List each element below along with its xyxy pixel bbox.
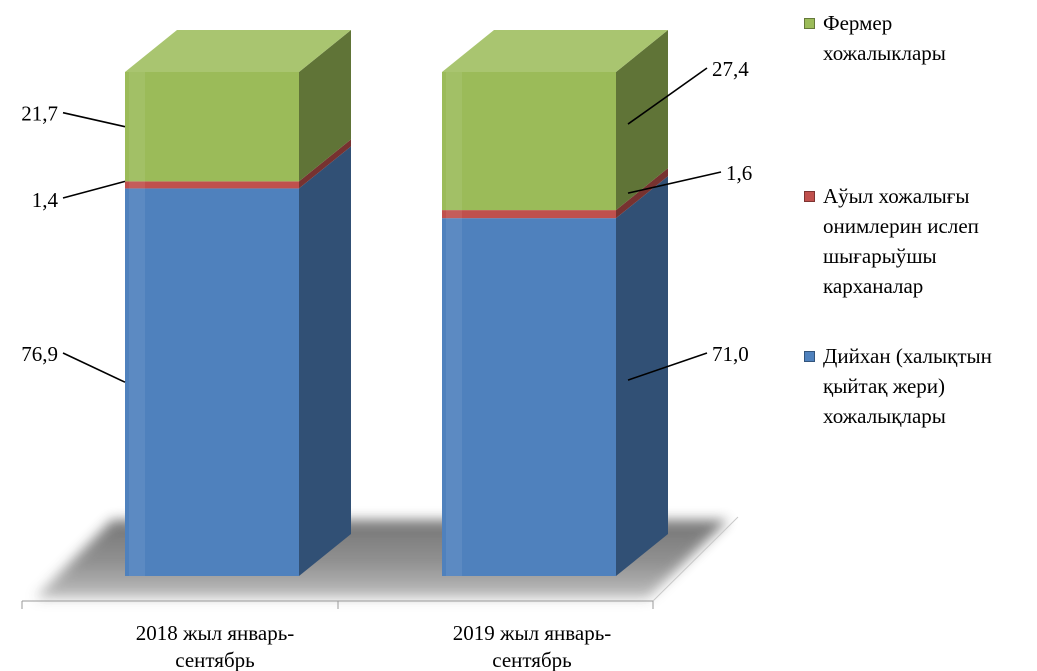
leader-line-2-1 xyxy=(627,352,708,381)
data-labels: 76,9 71,0 1,4 1,6 21,7 27,4 xyxy=(21,57,752,366)
leader-lines xyxy=(62,67,722,383)
bar-1-series-2 xyxy=(125,139,351,189)
legend-item-1: Дийхан (халықтын қыйтақ жери) хожалықлары xyxy=(801,341,1033,431)
category-label-1-line-2: сентябрь xyxy=(175,648,254,671)
bar-2-series-3 xyxy=(442,30,668,211)
category-label-2-line-1: 2019 жыл январь- xyxy=(453,621,612,645)
bar-1-series-1-side xyxy=(299,146,351,576)
bar-2-series-3-front xyxy=(442,72,616,211)
bar-1-series-1-highlight xyxy=(129,188,145,576)
bar-2-series-2-front xyxy=(442,210,616,219)
bar-2-series-3-top xyxy=(442,30,668,72)
data-label-1-2: 1,4 xyxy=(32,188,59,212)
bar-2-series-3-side xyxy=(616,30,668,211)
x-axis xyxy=(21,600,654,609)
legend-item-2: Аўыл хожалығы онимлерин ислеп шығарыўшы кар… xyxy=(801,181,1033,301)
legend-swatch-2 xyxy=(804,191,815,202)
bar-1-series-2-front xyxy=(125,181,299,189)
legend-swatch-1 xyxy=(804,351,815,362)
category-labels: 2018 жыл январь-сентябрь 2019 жыл январь-… xyxy=(136,621,612,671)
bar-2-series-2-highlight xyxy=(446,210,462,219)
legend-item-3: Фермер хожалыклары xyxy=(801,8,1033,68)
leader-line-1-1 xyxy=(62,352,126,383)
category-label-2-line-2: сентябрь xyxy=(492,648,571,671)
bar-1-series-3 xyxy=(125,30,351,182)
bar-1-series-3-front xyxy=(125,72,299,182)
category-label-1-line-1: 2018 жыл январь- xyxy=(136,621,295,645)
bar-2-series-1 xyxy=(442,176,668,576)
data-label-2-1: 71,0 xyxy=(712,342,749,366)
data-label-1-1: 76,9 xyxy=(21,342,58,366)
legend-label-1: Дийхан (халықтын қыйтақ жери) хожалықлары xyxy=(823,344,992,428)
leader-line-2-2 xyxy=(627,171,722,194)
data-label-2-3: 27,4 xyxy=(712,57,749,81)
leader-line-1-3 xyxy=(62,111,126,128)
bar-2-series-2-side xyxy=(616,168,668,219)
bar-1-series-3-top xyxy=(125,30,351,72)
bar-2-series-1-front xyxy=(442,218,616,576)
legend-swatch-3 xyxy=(804,18,815,29)
bar-2-series-1-highlight xyxy=(446,218,462,576)
bar-2-series-3-highlight xyxy=(446,72,462,211)
bar-1-series-1-front xyxy=(125,188,299,576)
bar-1-series-2-highlight xyxy=(129,181,145,189)
bars-layer xyxy=(125,30,668,576)
bar-2-series-2 xyxy=(442,168,668,219)
bar-1-series-3-highlight xyxy=(129,72,145,182)
data-label-2-2: 1,6 xyxy=(726,161,752,185)
legend-label-2: Аўыл хожалығы онимлерин ислеп шығарыўшы кар… xyxy=(823,184,979,298)
legend-label-3: Фермер хожалыклары xyxy=(823,11,946,65)
bar-1-series-1 xyxy=(125,146,351,576)
bar-1-series-2-side xyxy=(299,139,351,189)
bar-1-series-3-side xyxy=(299,30,351,182)
leader-line-2-3 xyxy=(627,67,708,125)
leader-line-1-2 xyxy=(62,180,126,199)
data-label-1-3: 21,7 xyxy=(21,102,58,126)
